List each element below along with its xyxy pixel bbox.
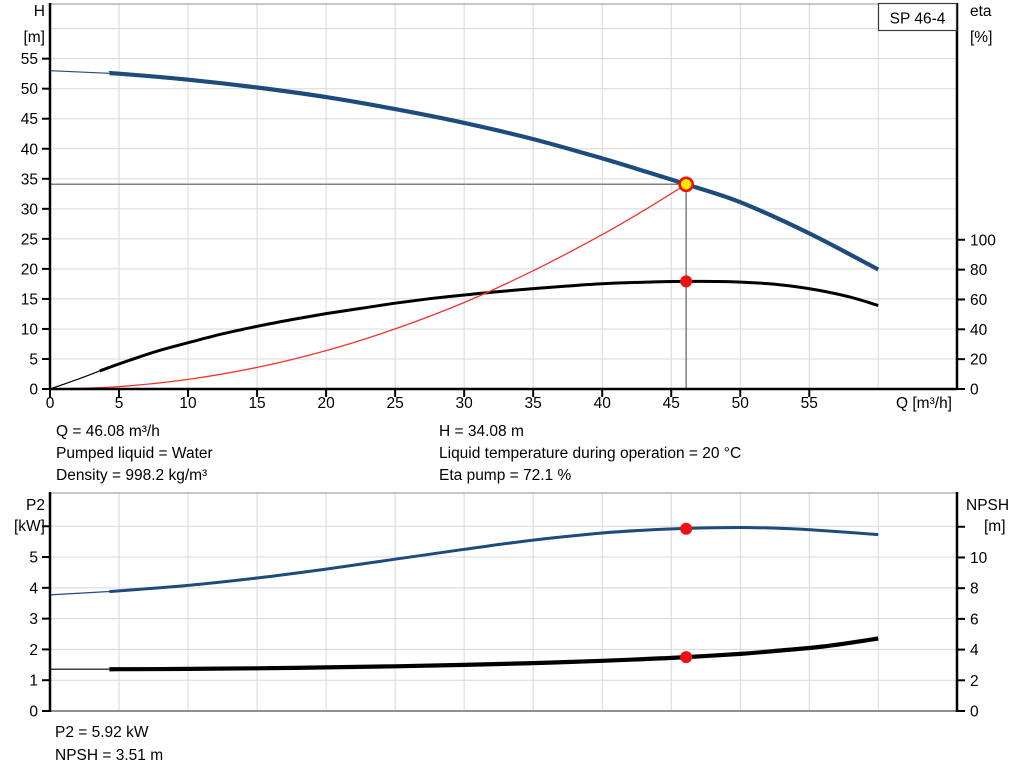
pump-model-box: SP 46-4 bbox=[877, 2, 958, 32]
x-tick-label: 20 bbox=[317, 395, 335, 412]
y-left-tick-label: 25 bbox=[21, 231, 38, 248]
axes bbox=[48, 3, 959, 391]
y-left-tick-label: 50 bbox=[21, 81, 39, 98]
gridlines bbox=[50, 493, 957, 711]
y-left-axis-title: H bbox=[34, 3, 45, 20]
head-curve bbox=[107, 70, 880, 272]
y-right-axis-title: eta bbox=[970, 3, 992, 20]
tick-marks bbox=[42, 525, 965, 712]
y-left-tick-label: 40 bbox=[21, 141, 39, 158]
y-left-tick-label: 4 bbox=[29, 580, 38, 597]
y-right-tick-label: 6 bbox=[970, 611, 979, 628]
y-left-tick-label: 30 bbox=[21, 201, 39, 218]
y-right-tick-label: 0 bbox=[970, 382, 979, 399]
pump-model-label: SP 46-4 bbox=[890, 11, 946, 28]
y-left-tick-label: 5 bbox=[29, 351, 38, 368]
x-tick-label: 15 bbox=[248, 395, 265, 412]
y-left-tick-label: 5 bbox=[29, 550, 38, 567]
x-tick-label: 10 bbox=[179, 395, 197, 412]
x-tick-label: 50 bbox=[732, 395, 750, 412]
efficiency-curve bbox=[99, 279, 879, 373]
y-right-tick-label: 20 bbox=[970, 352, 988, 369]
x-tick-label: 45 bbox=[663, 395, 680, 412]
info-temperature: Liquid temperature during operation = 20… bbox=[439, 445, 742, 462]
y-left-tick-label: 0 bbox=[29, 704, 38, 721]
duty-crosshair bbox=[50, 183, 687, 389]
power-curve bbox=[108, 526, 879, 594]
y-right-tick-label: 0 bbox=[970, 704, 979, 721]
efficiency-curve-lead-in bbox=[49, 370, 100, 390]
x-axis-title: Q [m³/h] bbox=[896, 395, 952, 412]
tick-labels: 0 1 2 3 4 5 0 2 4 6 8 10 P2 [kW] NPSH [m] bbox=[14, 497, 1009, 721]
info-flow: Q = 46.08 m³/h bbox=[56, 423, 160, 440]
info-density: Density = 998.2 kg/m³ bbox=[56, 467, 208, 484]
y-left-tick-label: 15 bbox=[21, 291, 38, 308]
gridlines bbox=[50, 4, 957, 389]
y-right-axis-unit: [m] bbox=[984, 518, 1006, 535]
tick-labels: 0 5 10 15 20 25 30 35 40 45 50 55 0 20 40 60 80 100 0 5 10 15… bbox=[21, 3, 996, 412]
x-tick-label: 55 bbox=[801, 395, 818, 412]
y-right-tick-label: 100 bbox=[970, 232, 996, 249]
y-right-tick-label: 2 bbox=[970, 673, 979, 690]
system-curve bbox=[49, 183, 687, 390]
npsh-curve bbox=[107, 636, 879, 672]
y-right-axis-unit: [%] bbox=[970, 29, 992, 46]
axes bbox=[48, 492, 959, 712]
x-tick-label: 35 bbox=[525, 395, 542, 412]
y-right-axis-title: NPSH bbox=[966, 497, 1009, 514]
info-liquid: Pumped liquid = Water bbox=[56, 445, 213, 462]
y-left-tick-label: 10 bbox=[21, 321, 39, 338]
y-right-tick-label: 40 bbox=[970, 322, 988, 339]
head-curve-lead-in bbox=[49, 70, 110, 74]
info-head: H = 34.08 m bbox=[439, 423, 524, 440]
pump-model-box-frame bbox=[877, 2, 958, 32]
efficiency-point[interactable] bbox=[680, 275, 693, 288]
y-right-tick-label: 60 bbox=[970, 292, 988, 309]
y-left-tick-label: 0 bbox=[29, 382, 38, 399]
y-right-tick-label: 80 bbox=[970, 262, 988, 279]
x-tick-label: 25 bbox=[387, 395, 404, 412]
y-left-axis-unit: [kW] bbox=[14, 518, 45, 535]
info-power: P2 = 5.92 kW bbox=[55, 724, 149, 741]
qh-efficiency-chart: 0 5 10 15 20 25 30 35 40 45 50 55 0 20 40 60 80 100 0 5 10 15… bbox=[21, 2, 996, 412]
y-left-tick-label: 55 bbox=[21, 51, 38, 68]
info-npsh: NPSH = 3.51 m bbox=[55, 747, 164, 764]
tick-marks bbox=[42, 57, 965, 397]
x-tick-label: 30 bbox=[456, 395, 474, 412]
y-left-tick-label: 1 bbox=[29, 673, 38, 690]
power-point[interactable] bbox=[680, 522, 693, 535]
y-left-tick-label: 35 bbox=[21, 171, 38, 188]
y-right-tick-label: 4 bbox=[970, 642, 979, 659]
y-left-tick-label: 3 bbox=[29, 611, 38, 628]
y-left-axis-title: P2 bbox=[26, 497, 45, 514]
y-right-tick-label: 10 bbox=[970, 550, 988, 567]
power-curve-lead-in bbox=[49, 590, 110, 596]
info-eta: Eta pump = 72.1 % bbox=[439, 467, 572, 484]
y-right-tick-label: 8 bbox=[970, 581, 979, 598]
y-left-axis-unit: [m] bbox=[23, 29, 45, 46]
npsh-point[interactable] bbox=[680, 651, 693, 664]
x-tick-label: 0 bbox=[46, 395, 55, 412]
y-left-tick-label: 45 bbox=[21, 111, 38, 128]
y-left-tick-label: 20 bbox=[21, 261, 39, 278]
y-left-tick-label: 2 bbox=[29, 642, 38, 659]
duty-point[interactable] bbox=[678, 176, 694, 193]
power-npsh-chart: 0 1 2 3 4 5 0 2 4 6 8 10 P2 [kW] NPSH [m] bbox=[14, 492, 1009, 721]
x-tick-label: 5 bbox=[115, 395, 124, 412]
x-tick-label: 40 bbox=[594, 395, 612, 412]
